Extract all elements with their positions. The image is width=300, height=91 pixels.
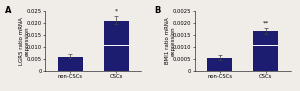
Bar bbox=[253, 31, 278, 71]
Text: **: ** bbox=[262, 21, 269, 26]
Text: A: A bbox=[4, 6, 11, 15]
Bar bbox=[103, 21, 129, 71]
Text: B: B bbox=[154, 6, 160, 15]
Bar bbox=[58, 57, 83, 71]
Text: *: * bbox=[115, 9, 118, 14]
Bar bbox=[207, 58, 232, 71]
Y-axis label: BMI1 ratio mRNA
expression: BMI1 ratio mRNA expression bbox=[165, 18, 176, 64]
Y-axis label: LGR5 ratio mRNA
expression: LGR5 ratio mRNA expression bbox=[19, 17, 30, 65]
